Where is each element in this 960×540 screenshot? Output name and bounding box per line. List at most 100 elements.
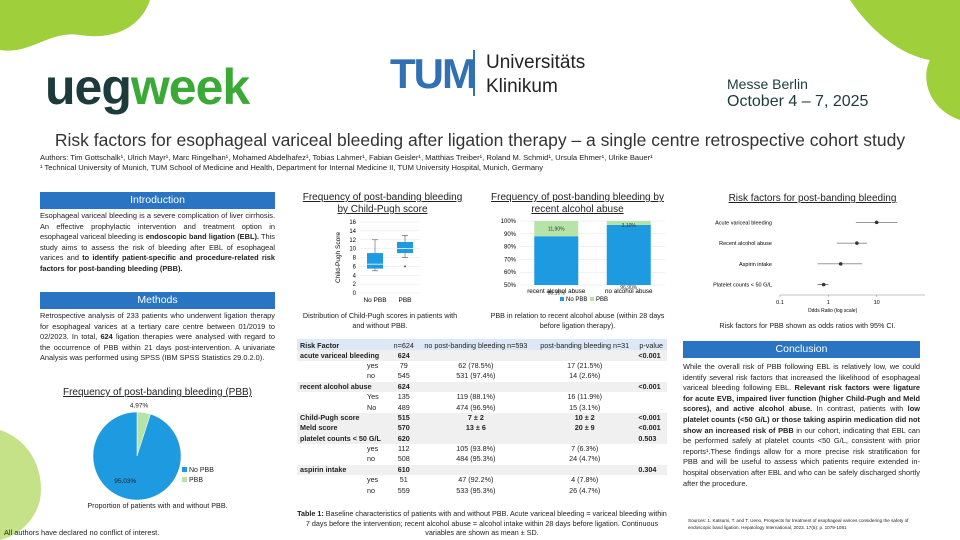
bar-segment bbox=[534, 221, 579, 237]
text-run: Baseline characteristics of patients wit… bbox=[305, 509, 667, 537]
legend-label: No PBB bbox=[566, 297, 587, 303]
table-cell: 515 bbox=[389, 412, 418, 424]
table-cell: 4 (7.8%) bbox=[571, 475, 599, 485]
y-tick-label: 10 bbox=[349, 247, 356, 253]
table-cell: 545 bbox=[397, 371, 410, 381]
y-axis-label: Child-Pugh Score bbox=[335, 232, 342, 283]
data-label: 88,10% bbox=[548, 291, 566, 297]
affiliation: ¹ Technical University of Munich, TUM Sc… bbox=[40, 163, 544, 172]
text-run: to identify patient-specific and procedu… bbox=[40, 253, 275, 273]
table-cell bbox=[534, 381, 636, 392]
table-cell: 624 bbox=[389, 350, 418, 361]
table-cell: 484 (95.3%) bbox=[456, 454, 496, 464]
box bbox=[397, 241, 413, 254]
x-axis-label: Odds Ratio (log scale) bbox=[808, 308, 858, 314]
university: Universitäts bbox=[486, 52, 586, 73]
table-cell bbox=[534, 464, 636, 476]
text-run: While the overall risk of PBB following … bbox=[683, 362, 920, 393]
x-tick-label: recent alcohol abuse bbox=[527, 288, 586, 295]
table-cell: 17 (21.5%) bbox=[567, 360, 603, 370]
y-tick-label: 90% bbox=[504, 232, 517, 238]
table-row: platelet counts < 50 G/L 620 0.503 bbox=[297, 433, 667, 444]
chart-caption: Risk factors for PBB shown as odds ratio… bbox=[719, 321, 896, 330]
table-row: no 559 533 (95.3%) 26 (4.7%) bbox=[297, 485, 667, 495]
y-tick-label: 0 bbox=[353, 291, 357, 297]
table-cell: 559 bbox=[397, 485, 410, 495]
table-cell: yes bbox=[367, 475, 379, 485]
table-cell bbox=[635, 485, 667, 495]
methods-text: Retrospective analysis of 233 patients w… bbox=[40, 311, 275, 364]
text-run: In contrast, patients with bbox=[812, 404, 908, 414]
y-tick-label: 12 bbox=[349, 238, 356, 244]
y-tick-label: Acute variceal bleeding bbox=[715, 220, 772, 226]
table-cell bbox=[534, 350, 636, 361]
corner-shape bbox=[850, 0, 960, 120]
table-row: recent alcohol abuse 624 <0.001 bbox=[297, 381, 667, 392]
table-cell: 105 (93.8%) bbox=[456, 444, 496, 454]
y-tick-label: 8 bbox=[353, 256, 357, 262]
table-cell: 610 bbox=[389, 464, 418, 476]
data-label: 96,90% bbox=[620, 285, 638, 291]
table-cell: 119 (88.1%) bbox=[456, 392, 496, 402]
x-tick-label: 1 bbox=[827, 300, 830, 306]
table-cell: 62 (78.5%) bbox=[458, 360, 494, 370]
table-cell: Meld score bbox=[297, 423, 390, 434]
y-tick-label: 80% bbox=[504, 245, 517, 251]
table-cell: 0.503 bbox=[635, 433, 667, 444]
point bbox=[855, 241, 859, 245]
table-row: Child-Pugh score 515 7 ± 2 10 ± 2 <0.001 bbox=[297, 412, 667, 424]
chart-caption: Proportion of patients with and without … bbox=[87, 501, 228, 510]
point bbox=[838, 262, 843, 266]
table-cell: 10 ± 2 bbox=[534, 412, 636, 424]
x-tick-label: No PBB bbox=[363, 297, 386, 304]
y-tick-label: 6 bbox=[353, 264, 357, 270]
table-row: No 489 474 (96.9%) 15 (3.1%) bbox=[297, 402, 667, 412]
bar-segment bbox=[606, 224, 651, 285]
x-tick-label: 10 bbox=[874, 300, 880, 306]
table-cell: <0.001 bbox=[635, 350, 667, 361]
y-tick-label: 50% bbox=[504, 283, 517, 289]
text-run: Table 1: bbox=[297, 509, 324, 518]
chart-caption: PBB in relation to recent alcohol abuse … bbox=[490, 311, 665, 330]
dates: October 4 – 7, 2025 bbox=[727, 93, 869, 110]
text-run: low platelet counts (<50 G/L) or those t… bbox=[683, 404, 920, 435]
y-tick-label: Recent alcohol abuse bbox=[719, 241, 772, 247]
table-cell: 624 bbox=[389, 381, 418, 392]
conclusion-text: While the overall risk of PBB following … bbox=[683, 362, 920, 489]
table-row: yes 51 47 (92.2%) 4 (7.8%) bbox=[297, 475, 667, 485]
table-cell: 135 bbox=[397, 392, 410, 402]
table-cell: platelet counts < 50 G/L bbox=[297, 433, 390, 444]
y-tick-label: Platelet counts < 50 G/L bbox=[713, 283, 772, 289]
brand-part: ueg bbox=[45, 59, 132, 115]
table-cell: recent alcohol abuse bbox=[297, 381, 390, 392]
table-cell bbox=[635, 361, 667, 371]
table-cell: 570 bbox=[389, 423, 418, 434]
table-wrap: Risk Factor n=624 no post-banding bleeding… bbox=[297, 339, 667, 496]
section-heading: Introduction bbox=[40, 192, 275, 209]
text-run: 624 bbox=[100, 332, 113, 342]
stacked-bar-chart: 50% 60% 70% 80% 90% 100% 88,10% 11,90% recent al… bbox=[501, 219, 665, 303]
table-cell: 508 bbox=[397, 454, 410, 464]
section-heading: Conclusion bbox=[683, 341, 920, 358]
pie-chart: 4,97% 95,03% No PBB PBB bbox=[92, 403, 214, 500]
text-run: in our cohort, indicating that EBL can b… bbox=[683, 425, 920, 488]
chart-title: Frequency of post-banding bleeding by re… bbox=[491, 192, 664, 215]
table-cell bbox=[635, 402, 667, 412]
y-tick-label: 16 bbox=[349, 220, 356, 226]
text-run: Esophageal variceal bleeding is a severe… bbox=[40, 211, 275, 242]
table-cell: 20 ± 9 bbox=[534, 423, 636, 434]
sources: Sources: 1. Katsumi, T. and T. Ueno, Pro… bbox=[688, 518, 909, 530]
table-cell: no bbox=[367, 485, 375, 495]
table-row: Yes 135 119 (88.1%) 16 (11.9%) bbox=[297, 392, 667, 402]
data-label: 95,03% bbox=[114, 478, 136, 485]
bar-segment bbox=[534, 236, 579, 285]
table-cell: Child-Pugh score bbox=[297, 412, 390, 424]
table-cell: no bbox=[367, 454, 375, 464]
intro-text: Esophageal variceal bleeding is a severe… bbox=[40, 211, 275, 275]
table-cell: 0.304 bbox=[635, 464, 667, 476]
data-label: 4,97% bbox=[130, 403, 149, 410]
table-cell: 24 (4.7%) bbox=[569, 454, 601, 464]
table-row: aspirin intake 610 0.304 bbox=[297, 464, 667, 476]
